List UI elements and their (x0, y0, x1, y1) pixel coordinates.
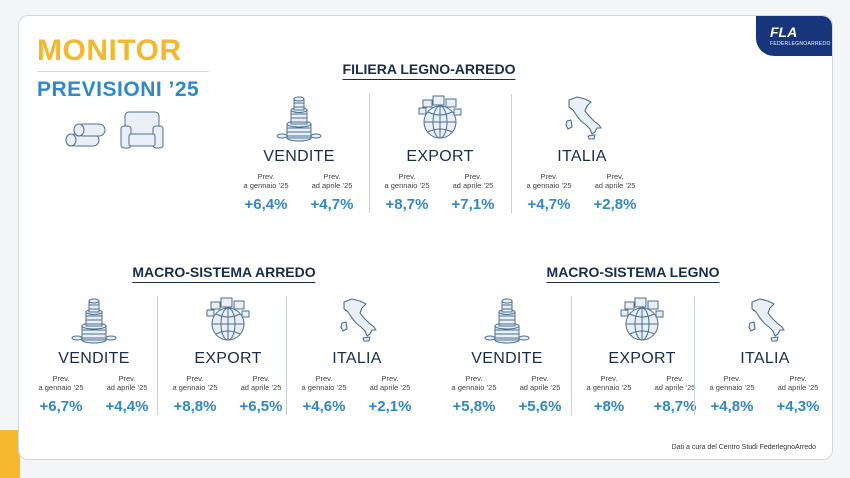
forecast-april: Prev. ad aprile ’25 +7,1% (444, 172, 502, 213)
group-name: EXPORT (194, 350, 262, 367)
value-april: +2,8% (593, 196, 637, 213)
group-arredo-vendite: VENDITE Prev. a gennaio ’25 +6,7% Prev. ad… (24, 296, 164, 415)
forecast-january: Prev. a gennaio ’25 +4,6% (295, 374, 353, 415)
value-january: +8,7% (385, 196, 429, 213)
value-january: +8% (593, 398, 625, 415)
forecast-april: Prev. ad aprile ’25 +4,4% (98, 374, 156, 415)
logo-subtext: FEDERLEGNOARREDO (770, 41, 831, 47)
fla-logo: FLA FEDERLEGNOARREDO (756, 16, 832, 56)
group-name: VENDITE (263, 148, 335, 165)
italy-map-icon (742, 296, 788, 344)
value-april: +5,6% (518, 398, 562, 415)
value-january: +6,4% (244, 196, 288, 213)
value-january: +4,8% (710, 398, 754, 415)
italy-map-icon (559, 94, 605, 142)
forecast-january: Prev. a gennaio ’25 +4,8% (703, 374, 761, 415)
globe-boxes-icon (417, 94, 463, 142)
value-april: +2,1% (368, 398, 412, 415)
globe-boxes-icon (205, 296, 251, 344)
forecast-january: Prev. a gennaio ’25 +8% (580, 374, 638, 415)
group-legno-vendite: VENDITE Prev. a gennaio ’25 +5,8% Prev. ad… (437, 296, 577, 415)
group-arredo-italia: ITALIA Prev. a gennaio ’25 +4,6% Prev. ad … (286, 296, 427, 415)
value-april: +4,4% (105, 398, 149, 415)
forecast-april: Prev. ad aprile ’25 +8,7% (646, 374, 704, 415)
value-january: +8,8% (173, 398, 217, 415)
section-title-arredo: MACRO-SISTEMA ARREDO (132, 264, 316, 283)
footer-note: Dati a cura del Centro Studi FederlegnoA… (671, 444, 816, 451)
forecast-april: Prev. ad aprile ’25 +5,6% (511, 374, 569, 415)
title-previsioni: PREVISIONI ’25 (37, 78, 200, 101)
group-legno-export: EXPORT Prev. a gennaio ’25 +8% Prev. ad ap… (571, 296, 712, 415)
title-divider (37, 71, 209, 72)
wood-armchair-illustration (65, 111, 164, 149)
forecast-april: Prev. ad aprile ’25 +2,1% (361, 374, 419, 415)
title-monitor: MONITOR (37, 34, 182, 67)
forecast-april: Prev. ad aprile ’25 +4,7% (303, 172, 361, 213)
group-filiera-italia: ITALIA Prev. a gennaio ’25 +4,7% Prev. ad … (511, 94, 652, 213)
group-name: VENDITE (471, 350, 543, 367)
logo-mark: FLA (770, 24, 798, 40)
group-name: EXPORT (608, 350, 676, 367)
section-title-legno: MACRO-SISTEMA LEGNO (546, 264, 720, 283)
value-april: +8,7% (653, 398, 697, 415)
value-april: +7,1% (451, 196, 495, 213)
forecast-january: Prev. a gennaio ’25 +8,8% (166, 374, 224, 415)
forecast-january: Prev. a gennaio ’25 +5,8% (445, 374, 503, 415)
coins-icon (71, 296, 117, 344)
coins-icon (484, 296, 530, 344)
forecast-january: Prev. a gennaio ’25 +6,7% (32, 374, 90, 415)
section-title-filiera: FILIERA LEGNO-ARREDO (342, 61, 516, 80)
coins-icon (276, 94, 322, 142)
italy-map-icon (334, 296, 380, 344)
group-filiera-export: EXPORT Prev. a gennaio ’25 +8,7% Prev. ad … (369, 94, 510, 213)
forecast-january: Prev. a gennaio ’25 +8,7% (378, 172, 436, 213)
group-name: ITALIA (740, 350, 790, 367)
content-card: MONITOR PREVISIONI ’25 FLA FEDERLEGNOARR… (18, 15, 833, 460)
globe-boxes-icon (619, 296, 665, 344)
forecast-april: Prev. ad aprile ’25 +4,3% (769, 374, 827, 415)
corner-accent (0, 430, 20, 478)
group-filiera-vendite: VENDITE Prev. a gennaio ’25 +6,4% Prev. ad… (229, 94, 369, 213)
value-january: +4,7% (527, 196, 571, 213)
forecast-april: Prev. ad aprile ’25 +6,5% (232, 374, 290, 415)
value-april: +6,5% (239, 398, 283, 415)
value-january: +6,7% (39, 398, 83, 415)
group-name: ITALIA (557, 148, 607, 165)
group-arredo-export: EXPORT Prev. a gennaio ’25 +8,8% Prev. ad … (157, 296, 298, 415)
forecast-january: Prev. a gennaio ’25 +4,7% (520, 172, 578, 213)
group-legno-italia: ITALIA Prev. a gennaio ’25 +4,8% Prev. ad … (694, 296, 835, 415)
value-january: +4,6% (302, 398, 346, 415)
group-name: EXPORT (406, 148, 474, 165)
group-name: VENDITE (58, 350, 130, 367)
forecast-april: Prev. ad aprile ’25 +2,8% (586, 172, 644, 213)
value-april: +4,7% (310, 196, 354, 213)
forecast-january: Prev. a gennaio ’25 +6,4% (237, 172, 295, 213)
value-april: +4,3% (776, 398, 820, 415)
value-january: +5,8% (452, 398, 496, 415)
group-name: ITALIA (332, 350, 382, 367)
